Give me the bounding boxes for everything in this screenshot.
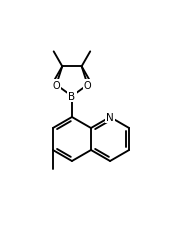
Text: B: B [68, 92, 76, 102]
Text: O: O [84, 80, 91, 90]
Text: O: O [52, 80, 60, 90]
Text: N: N [106, 113, 114, 122]
